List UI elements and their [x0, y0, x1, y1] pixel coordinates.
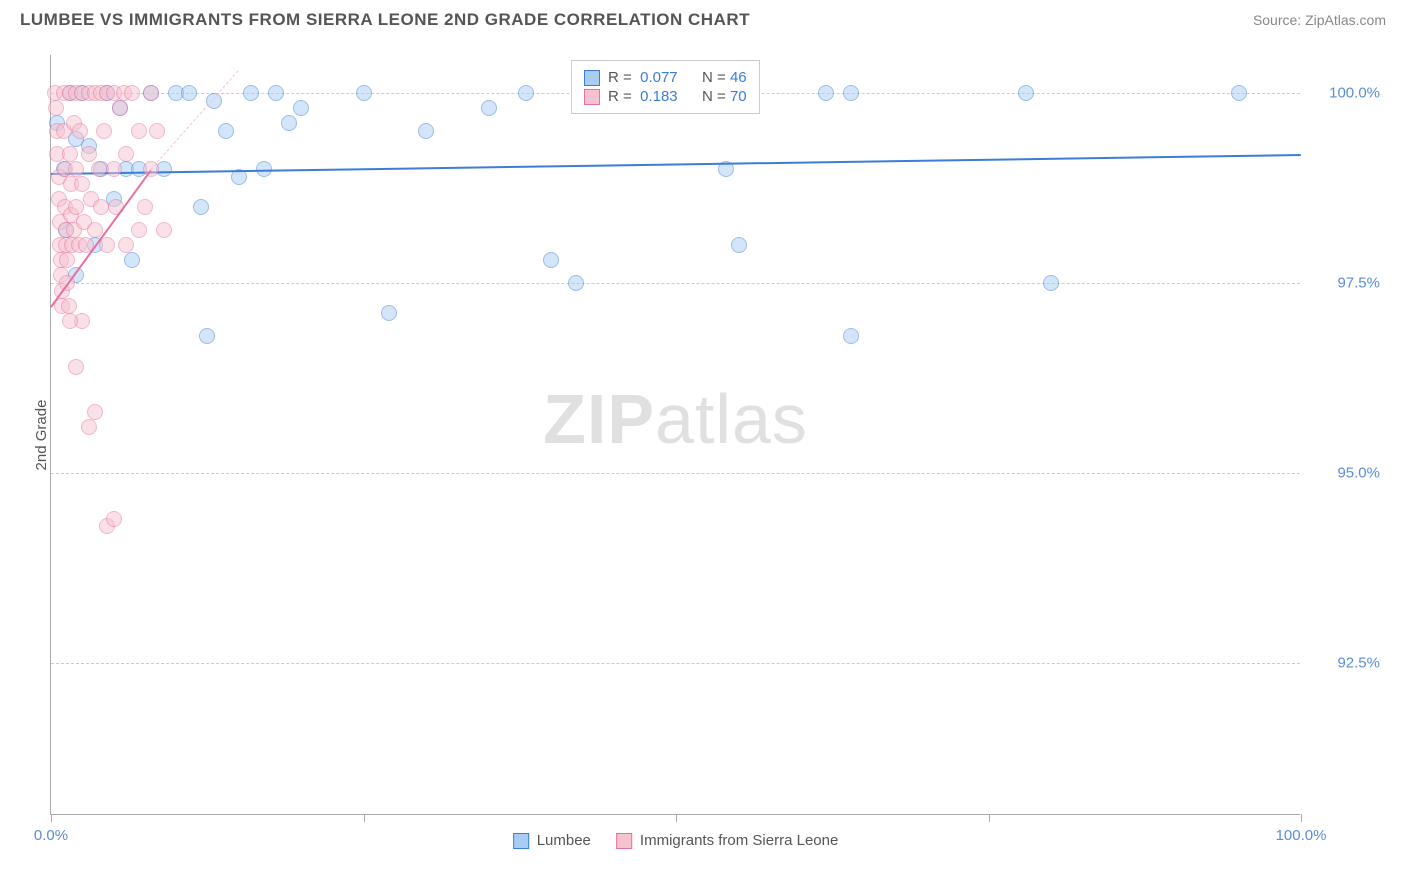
data-point [106, 511, 122, 527]
legend-marker [584, 89, 600, 105]
data-point [843, 85, 859, 101]
data-point [68, 161, 84, 177]
y-tick-label: 92.5% [1337, 655, 1380, 672]
watermark: ZIPatlas [543, 379, 808, 459]
gridline [51, 473, 1300, 474]
header: LUMBEE VS IMMIGRANTS FROM SIERRA LEONE 2… [0, 0, 1406, 38]
watermark-bold: ZIP [543, 380, 655, 458]
data-point [418, 123, 434, 139]
legend-label: Lumbee [537, 832, 591, 849]
data-point [68, 359, 84, 375]
data-point [356, 85, 372, 101]
n-label: N = 46 [702, 69, 747, 86]
y-tick-label: 97.5% [1337, 275, 1380, 292]
x-tick [364, 814, 365, 822]
legend-item: Immigrants from Sierra Leone [616, 832, 838, 849]
data-point [156, 222, 172, 238]
data-point [1018, 85, 1034, 101]
source-label: Source: ZipAtlas.com [1253, 12, 1386, 28]
data-point [62, 146, 78, 162]
bottom-legend: Lumbee Immigrants from Sierra Leone [513, 832, 839, 849]
data-point [131, 123, 147, 139]
data-point [72, 123, 88, 139]
y-tick-label: 95.0% [1337, 465, 1380, 482]
scatter-chart: 2nd Grade ZIPatlas LumbeeImmigrants from… [50, 55, 1300, 815]
data-point [48, 100, 64, 116]
legend-item: Lumbee [513, 832, 591, 849]
data-point [1231, 85, 1247, 101]
data-point [59, 252, 75, 268]
data-point [243, 85, 259, 101]
data-point [199, 328, 215, 344]
x-tick [989, 814, 990, 822]
data-point [518, 85, 534, 101]
data-point [1043, 275, 1059, 291]
legend-row: R = 0.183 N = 70 [584, 88, 747, 105]
legend-marker [584, 70, 600, 86]
legend-row: R = 0.077 N = 46 [584, 69, 747, 86]
data-point [181, 85, 197, 101]
data-point [68, 199, 84, 215]
trendline-dashed [150, 71, 239, 171]
data-point [143, 85, 159, 101]
data-point [124, 85, 140, 101]
gridline [51, 283, 1300, 284]
chart-title: LUMBEE VS IMMIGRANTS FROM SIERRA LEONE 2… [20, 10, 750, 30]
gridline [51, 663, 1300, 664]
y-tick-label: 100.0% [1329, 85, 1380, 102]
data-point [568, 275, 584, 291]
trendline [51, 154, 1301, 175]
data-point [118, 146, 134, 162]
data-point [137, 199, 153, 215]
data-point [131, 222, 147, 238]
data-point [293, 100, 309, 116]
data-point [481, 100, 497, 116]
n-label: N = 70 [702, 88, 747, 105]
data-point [91, 161, 107, 177]
data-point [818, 85, 834, 101]
x-tick-label: 100.0% [1276, 827, 1327, 844]
x-tick [51, 814, 52, 822]
data-point [106, 161, 122, 177]
data-point [543, 252, 559, 268]
data-point [731, 237, 747, 253]
data-point [112, 100, 128, 116]
data-point [81, 146, 97, 162]
data-point [74, 176, 90, 192]
legend-marker [616, 833, 632, 849]
data-point [87, 404, 103, 420]
data-point [843, 328, 859, 344]
stats-legend: R = 0.077 N = 46 R = 0.183 N = 70 [571, 60, 760, 114]
data-point [124, 252, 140, 268]
r-label: R = 0.183 [608, 88, 678, 105]
data-point [193, 199, 209, 215]
data-point [87, 222, 103, 238]
x-tick-label: 0.0% [34, 827, 68, 844]
x-tick [676, 814, 677, 822]
data-point [281, 115, 297, 131]
legend-marker [513, 833, 529, 849]
data-point [61, 298, 77, 314]
r-label: R = 0.077 [608, 69, 678, 86]
data-point [93, 199, 109, 215]
data-point [218, 123, 234, 139]
legend-label: Immigrants from Sierra Leone [640, 832, 838, 849]
data-point [268, 85, 284, 101]
data-point [149, 123, 165, 139]
data-point [381, 305, 397, 321]
x-tick [1301, 814, 1302, 822]
data-point [118, 237, 134, 253]
watermark-rest: atlas [655, 380, 808, 458]
data-point [96, 123, 112, 139]
data-point [81, 419, 97, 435]
data-point [62, 313, 78, 329]
y-axis-title: 2nd Grade [33, 399, 50, 470]
